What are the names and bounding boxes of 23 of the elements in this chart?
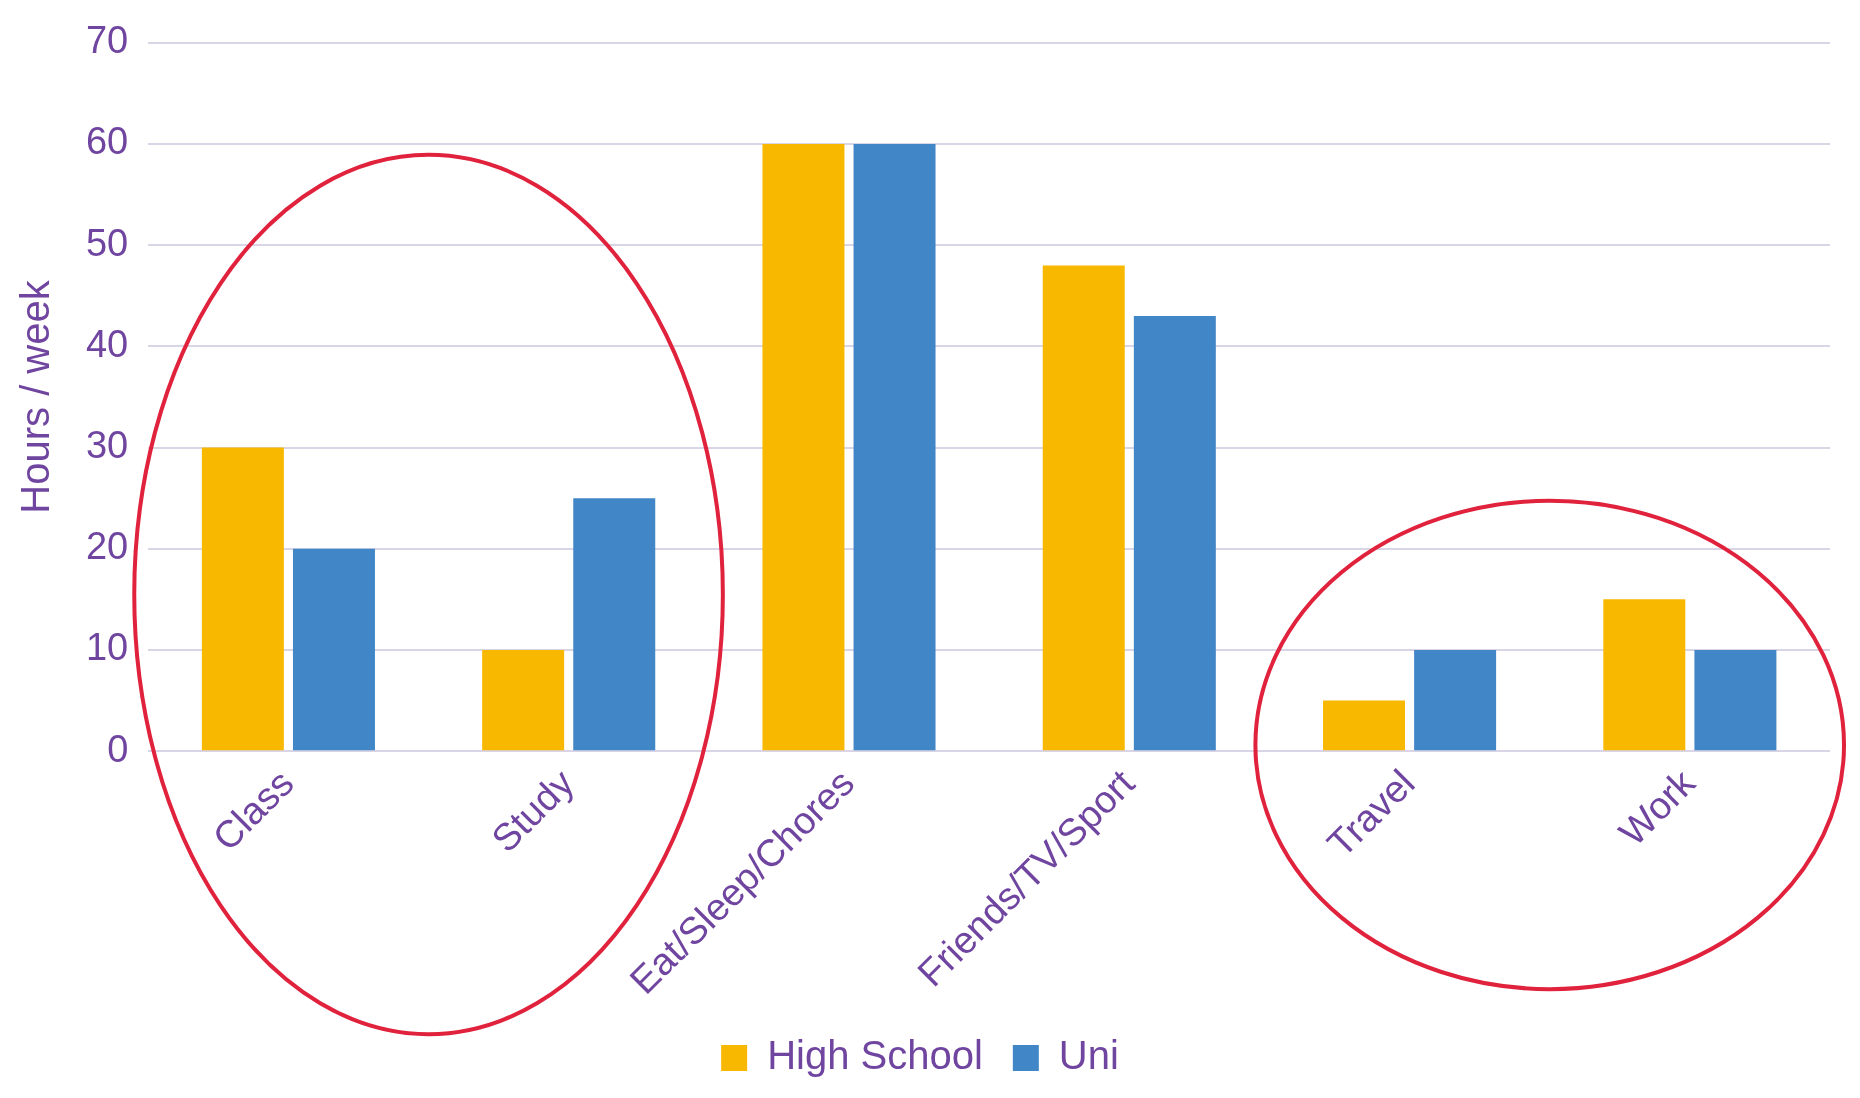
- bar: [1694, 649, 1777, 751]
- bar: [1323, 700, 1406, 751]
- y-tick-label: 50: [85, 221, 129, 264]
- legend-label: High School: [767, 1033, 983, 1078]
- bar: [573, 498, 656, 751]
- bar: [853, 143, 936, 751]
- y-axis-title: Hours / week: [13, 279, 58, 514]
- bar: [762, 143, 845, 751]
- y-tick-label: 20: [85, 525, 129, 568]
- bar: [292, 548, 375, 751]
- y-tick-label: 70: [85, 19, 129, 62]
- y-tick-label: 30: [85, 424, 129, 467]
- bar: [1042, 265, 1125, 751]
- bar: [1414, 649, 1497, 751]
- y-tick-label: 40: [85, 322, 129, 365]
- bar: [1603, 599, 1686, 751]
- y-tick-label: 10: [85, 626, 129, 669]
- y-tick-label: 60: [85, 120, 129, 163]
- y-tick-label: 0: [107, 727, 129, 770]
- legend-label: Uni: [1058, 1033, 1119, 1078]
- bar: [1133, 316, 1216, 751]
- bar: [201, 447, 284, 751]
- bar: [482, 649, 565, 751]
